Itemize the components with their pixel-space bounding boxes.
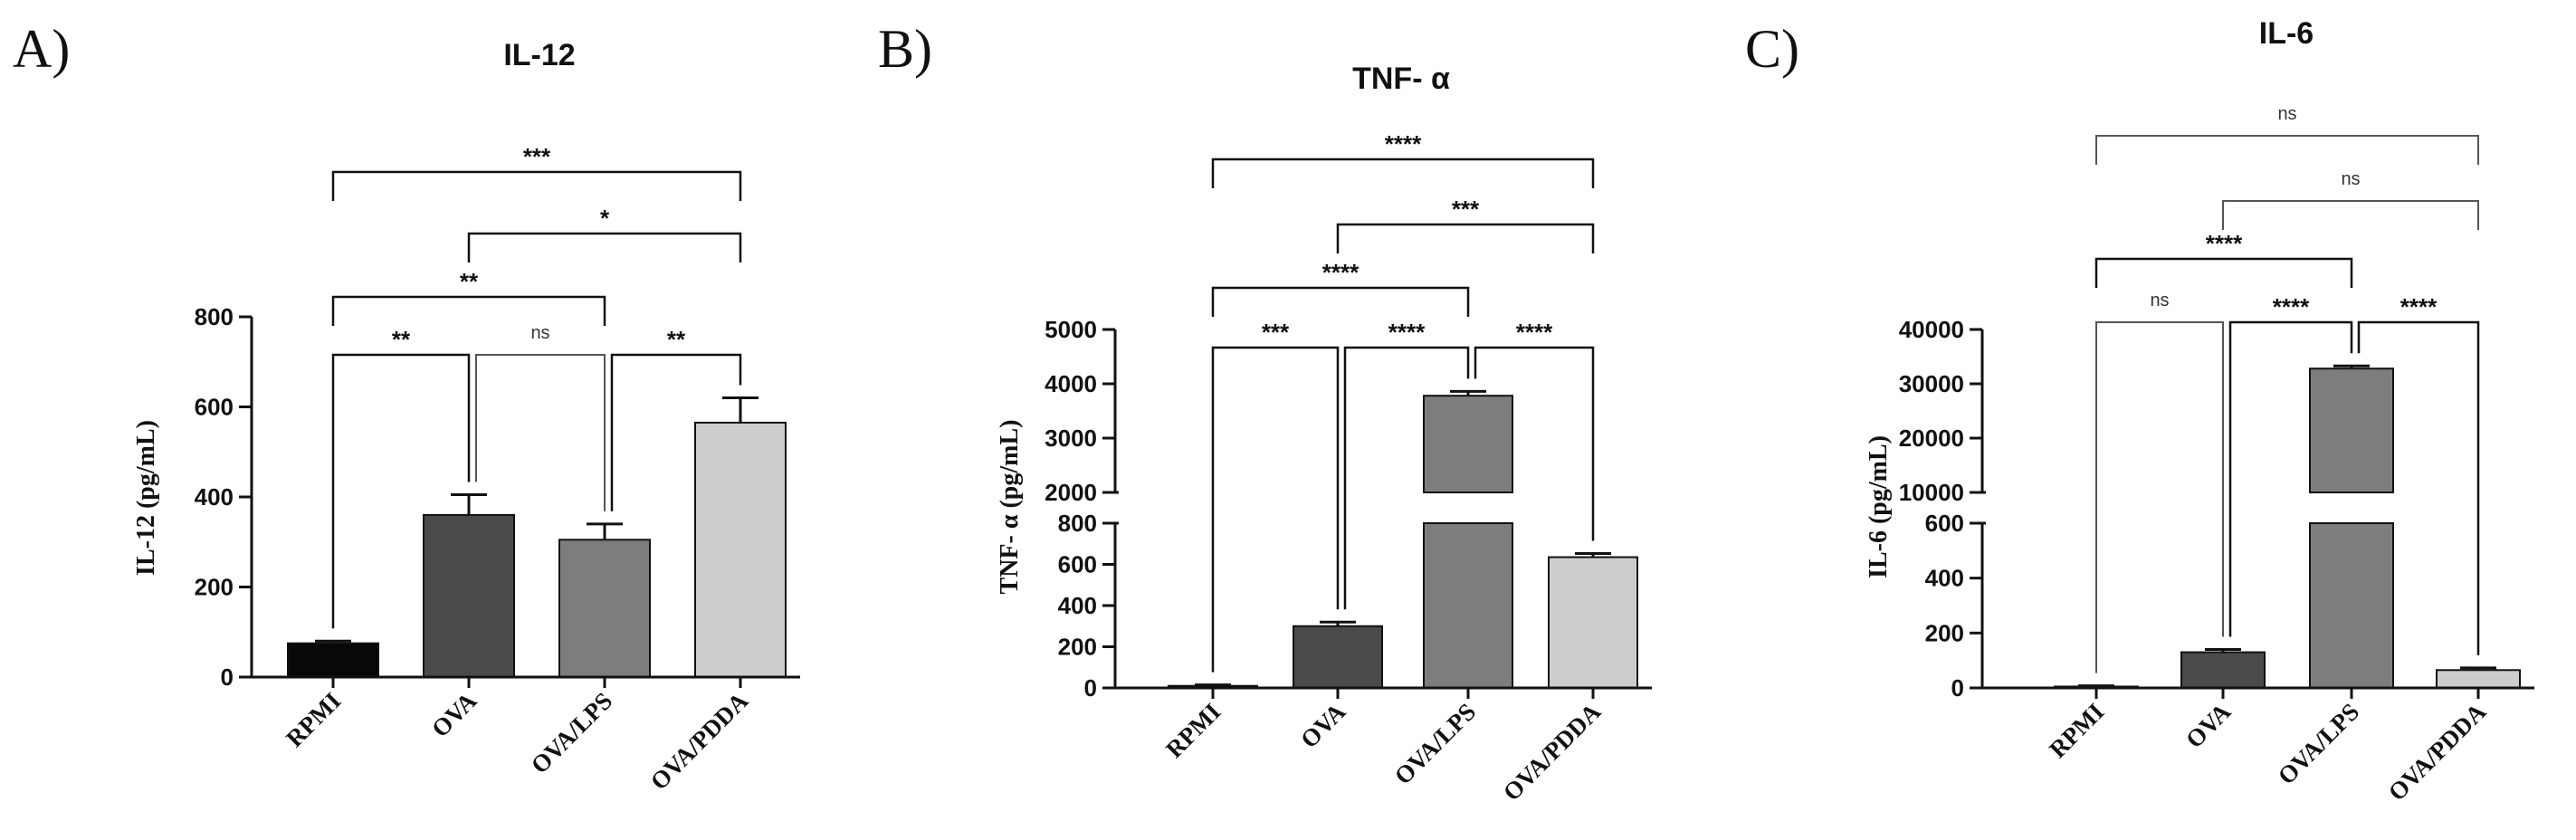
bar-ova-lps [558, 539, 651, 679]
panel-letter-a: A) [13, 19, 70, 79]
y-tick-label: 10000 [1899, 479, 1964, 506]
category-label: OVA [2180, 698, 2237, 754]
significance-bracket [2357, 320, 2480, 655]
chart-tnf-alpha: B) TNF- α TNF- α (pg/mL) 0 200 400 600 800 20… [878, 19, 1652, 807]
significance-label: *** [523, 143, 551, 170]
category-label: RPMI [2044, 698, 2109, 763]
significance-bracket [1343, 346, 1470, 610]
chart-title: TNF- α [1352, 62, 1450, 96]
bar-ova-lps-upper [2309, 368, 2394, 494]
significance-label: ** [667, 326, 686, 353]
y-tick-label: 20000 [1899, 425, 1964, 452]
bar-ova-lps [2309, 522, 2394, 689]
significance-label: *** [1262, 319, 1290, 346]
category-label: OVA/PDDA [2383, 698, 2492, 807]
significance-label: ns [2277, 104, 2296, 124]
category-label: OVA/LPS [526, 687, 618, 779]
bar-ova-lps-upper [1423, 395, 1513, 494]
bar-ova [1293, 625, 1383, 689]
category-label: OVA [1295, 698, 1351, 754]
significance-label: **** [2206, 230, 2243, 257]
bar-rpmi [287, 642, 379, 678]
y-tick-label: 0 [1951, 674, 1964, 702]
significance-bracket [467, 232, 742, 262]
category-label: OVA/LPS [1389, 698, 1482, 790]
chart-il12: A) IL-12 IL-12 (pg/mL) 0 200 400 600 800 RPM… [13, 19, 800, 796]
significance-label: ns [530, 323, 549, 343]
significance-label: ** [392, 326, 411, 353]
bar-ova [423, 513, 515, 679]
significance-bracket [331, 353, 471, 629]
significance-bracket [331, 170, 742, 201]
y-tick-label: 5000 [1045, 316, 1097, 343]
panel-letter-c: C) [1745, 19, 1799, 79]
significance-bracket [1211, 286, 1470, 317]
significance-label: **** [2273, 293, 2310, 320]
significance-label: **** [1516, 319, 1553, 346]
significance-label: ns [2341, 169, 2360, 189]
panel-letter-b: B) [878, 19, 932, 79]
significance-bracket [2094, 257, 2353, 288]
significance-label: *** [1452, 196, 1480, 223]
significance-bracket [1211, 346, 1340, 673]
bar-ova-pdda [1548, 556, 1638, 689]
y-tick-label: 600 [195, 394, 234, 421]
significance-label: ns [2150, 291, 2169, 310]
y-tick-label: 800 [1058, 510, 1097, 537]
y-tick-label: 200 [1925, 619, 1964, 646]
y-tick-label: 600 [1925, 510, 1964, 537]
y-tick-label: 400 [1058, 592, 1097, 619]
y-axis-label: TNF- α (pg/mL) [996, 420, 1024, 595]
y-axis-label: IL-12 (pg/mL) [132, 420, 160, 576]
significance-label: **** [1322, 259, 1360, 286]
bar-ova-lps [1423, 522, 1513, 689]
y-tick-label: 0 [221, 663, 234, 691]
significance-label: ** [460, 268, 479, 295]
significance-bracket [1474, 346, 1595, 541]
category-label: OVA [426, 687, 482, 743]
category-label: RPMI [281, 687, 346, 752]
significance-bracket [610, 353, 742, 511]
chart-title: IL-6 [2259, 16, 2314, 51]
chart-title: IL-12 [503, 38, 575, 72]
category-label: OVA/LPS [2273, 698, 2365, 790]
y-tick-label: 40000 [1899, 316, 1964, 343]
y-tick-label: 3000 [1045, 425, 1097, 452]
y-tick-label: 0 [1084, 674, 1097, 702]
significance-bracket [1336, 223, 1595, 253]
category-label: OVA/PDDA [645, 687, 754, 796]
bar-ova [2180, 651, 2266, 689]
significance-label: **** [1388, 319, 1426, 346]
y-tick-label: 2000 [1045, 479, 1097, 506]
y-tick-label: 800 [195, 303, 234, 330]
significance-bracket [475, 354, 606, 511]
y-tick-label: 200 [195, 574, 234, 601]
y-axis-label: IL-6 (pg/mL) [1865, 435, 1893, 578]
significance-label: * [600, 205, 610, 232]
category-label: OVA/PDDA [1498, 698, 1607, 807]
y-tick-label: 400 [195, 483, 234, 511]
significance-bracket [2222, 200, 2479, 230]
y-tick-label: 600 [1058, 551, 1097, 578]
significance-label: **** [1385, 130, 1422, 158]
y-tick-label: 200 [1058, 634, 1097, 661]
chart-il6: C) IL-6 IL-6 (pg/mL) 0 200 400 600 10000 2000… [1745, 16, 2534, 807]
category-label: RPMI [1160, 698, 1226, 763]
y-tick-label: 30000 [1899, 370, 1964, 397]
y-tick-label: 4000 [1045, 370, 1097, 397]
significance-bracket [2228, 320, 2353, 637]
y-tick-label: 400 [1925, 565, 1964, 592]
bar-ova-pdda [2436, 669, 2521, 689]
significance-label: **** [2400, 293, 2438, 320]
significance-bracket [2095, 135, 2479, 165]
significance-bracket [2095, 321, 2224, 673]
bar-ova-pdda [694, 421, 787, 678]
significance-bracket [331, 295, 606, 326]
significance-bracket [1211, 158, 1595, 188]
